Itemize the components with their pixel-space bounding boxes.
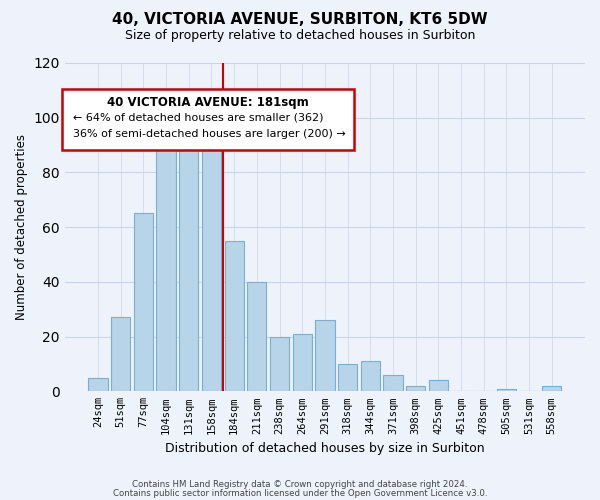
Bar [247,282,266,392]
Bar [224,241,244,392]
Text: 40 VICTORIA AVENUE: 181sqm: 40 VICTORIA AVENUE: 181sqm [107,96,309,109]
Bar [88,378,108,392]
Bar [338,364,357,392]
Text: 40, VICTORIA AVENUE, SURBITON, KT6 5DW: 40, VICTORIA AVENUE, SURBITON, KT6 5DW [112,12,488,28]
Bar [157,140,176,392]
Text: Contains HM Land Registry data © Crown copyright and database right 2024.: Contains HM Land Registry data © Crown c… [132,480,468,489]
Bar [179,128,199,392]
X-axis label: Distribution of detached houses by size in Surbiton: Distribution of detached houses by size … [165,442,485,455]
Bar [202,148,221,392]
Bar [406,386,425,392]
Bar [542,386,562,392]
FancyBboxPatch shape [62,90,353,150]
Bar [428,380,448,392]
Bar [315,320,335,392]
Text: Contains public sector information licensed under the Open Government Licence v3: Contains public sector information licen… [113,489,487,498]
Bar [270,336,289,392]
Bar [383,375,403,392]
Text: ← 64% of detached houses are smaller (362): ← 64% of detached houses are smaller (36… [73,112,323,122]
Bar [293,334,312,392]
Text: Size of property relative to detached houses in Surbiton: Size of property relative to detached ho… [125,29,475,42]
Bar [361,361,380,392]
Text: 36% of semi-detached houses are larger (200) →: 36% of semi-detached houses are larger (… [73,128,346,138]
Bar [134,214,153,392]
Bar [497,388,516,392]
Y-axis label: Number of detached properties: Number of detached properties [15,134,28,320]
Bar [111,318,130,392]
